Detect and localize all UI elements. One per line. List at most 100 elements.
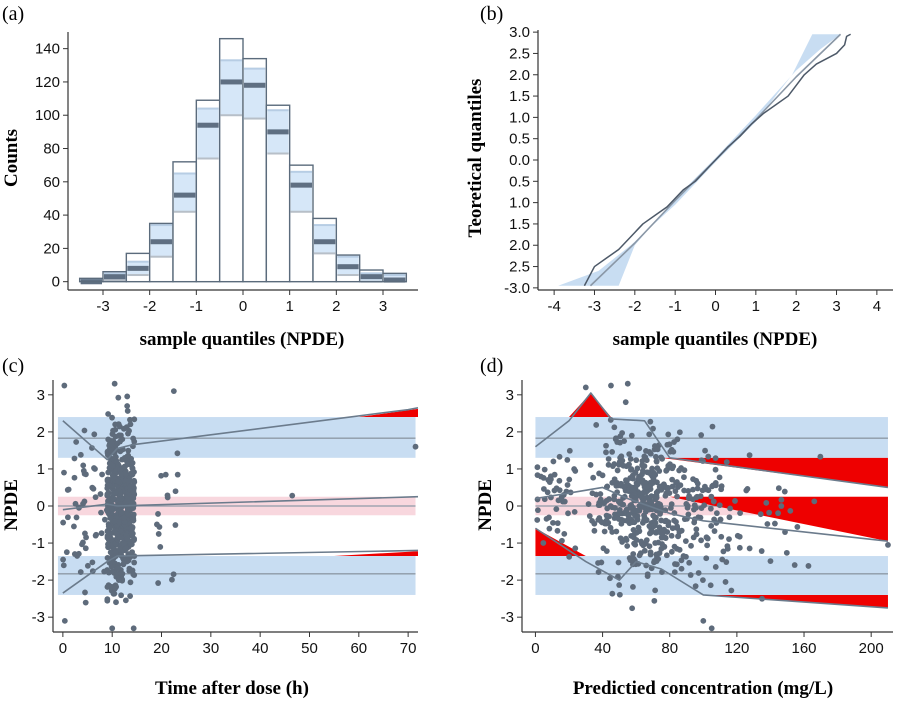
panel-d-x-tick-label: 0 bbox=[531, 640, 539, 657]
data-point bbox=[723, 459, 730, 465]
data-point bbox=[662, 535, 669, 541]
hist-band-top bbox=[174, 172, 196, 175]
data-point bbox=[659, 455, 666, 462]
panel-a-y-tick-label: 40 bbox=[43, 207, 60, 224]
data-point bbox=[613, 435, 619, 442]
panel-c-x-tick-label: 40 bbox=[252, 640, 269, 657]
data-point bbox=[106, 482, 113, 489]
hist-band bbox=[220, 60, 242, 116]
data-point bbox=[164, 494, 171, 501]
data-point bbox=[652, 453, 659, 460]
panel-b-y-tick-label: 1.5 bbox=[509, 216, 530, 233]
panel-a-y-tick-label: 120 bbox=[35, 74, 60, 91]
panel-c-y-tick-label: 0 bbox=[37, 498, 45, 515]
data-point bbox=[582, 384, 589, 391]
data-point bbox=[126, 477, 133, 484]
data-point bbox=[680, 553, 687, 559]
data-point bbox=[603, 512, 610, 519]
data-point bbox=[534, 517, 541, 523]
data-point bbox=[622, 399, 629, 406]
data-point bbox=[122, 463, 128, 470]
data-point bbox=[110, 427, 116, 434]
data-point bbox=[722, 579, 729, 585]
data-point bbox=[128, 541, 135, 548]
data-point bbox=[643, 484, 650, 490]
data-point bbox=[114, 565, 121, 572]
data-point bbox=[129, 494, 136, 500]
data-point bbox=[628, 432, 635, 439]
hist-band-top bbox=[150, 224, 172, 227]
data-point bbox=[763, 499, 770, 506]
data-point bbox=[663, 552, 670, 559]
data-point bbox=[124, 495, 131, 502]
data-point bbox=[109, 568, 115, 575]
data-point bbox=[650, 472, 657, 479]
data-point bbox=[665, 431, 672, 438]
data-point bbox=[79, 541, 85, 548]
data-point bbox=[746, 452, 753, 459]
data-point bbox=[105, 411, 112, 417]
data-point bbox=[636, 502, 643, 509]
data-point bbox=[63, 549, 70, 556]
hist-median-mark bbox=[290, 182, 312, 188]
data-point bbox=[641, 514, 648, 521]
data-point bbox=[82, 589, 88, 596]
panel-a-y-tick-label: 20 bbox=[43, 240, 60, 257]
panel-c-label: (c) bbox=[2, 355, 24, 377]
data-point bbox=[694, 480, 701, 487]
data-point bbox=[705, 453, 712, 460]
panel-a-y-tick-label: 80 bbox=[43, 141, 60, 158]
panel-d-x-tick-label: 40 bbox=[594, 640, 611, 657]
data-point bbox=[703, 534, 710, 541]
data-point bbox=[704, 542, 711, 549]
data-point bbox=[609, 479, 616, 486]
hist-median-mark bbox=[174, 192, 196, 198]
data-point bbox=[678, 465, 684, 471]
data-point bbox=[787, 507, 794, 514]
data-point bbox=[667, 505, 674, 511]
data-point bbox=[77, 451, 84, 458]
data-point bbox=[106, 442, 113, 449]
data-point bbox=[571, 508, 578, 515]
data-point bbox=[736, 544, 743, 551]
data-point bbox=[736, 533, 743, 540]
data-point bbox=[603, 548, 610, 554]
data-point bbox=[707, 582, 714, 589]
panel-a-histogram: (a) -3 -2 -1 0 1 2 3 0 20 40 60 80 100 120 140 sample … bbox=[1, 3, 418, 350]
data-point bbox=[669, 525, 676, 532]
data-point bbox=[616, 459, 623, 465]
panel-b-y-tick-label: 0.5 bbox=[509, 131, 530, 148]
data-point bbox=[107, 515, 114, 522]
data-point bbox=[131, 438, 138, 445]
data-point bbox=[654, 446, 661, 453]
prediction-band-3 bbox=[535, 556, 888, 595]
panel-b-y-tick-label: 1.0 bbox=[509, 109, 530, 126]
data-point bbox=[546, 525, 553, 532]
data-point bbox=[544, 489, 551, 496]
data-point bbox=[633, 457, 640, 464]
percentile-line-2 bbox=[62, 495, 419, 511]
data-point bbox=[103, 507, 110, 514]
panel-d-x-tick-label: 160 bbox=[792, 640, 817, 657]
data-point bbox=[611, 496, 618, 503]
data-point bbox=[620, 462, 627, 469]
panel-d-x-tick-label: 200 bbox=[859, 640, 884, 657]
data-point bbox=[661, 518, 668, 525]
data-point bbox=[71, 455, 78, 462]
data-point bbox=[71, 551, 78, 557]
panel-c-x-tick-label: 30 bbox=[202, 640, 219, 657]
panel-b-y-tick-label: 2.0 bbox=[509, 237, 530, 254]
data-point bbox=[671, 543, 678, 550]
data-point bbox=[702, 447, 708, 454]
percentile-line-1 bbox=[534, 392, 889, 489]
data-point bbox=[617, 482, 624, 489]
panel-a-x-tick-label: 1 bbox=[285, 298, 293, 315]
panel-b-label: (b) bbox=[480, 3, 503, 25]
data-point bbox=[566, 553, 573, 560]
hist-median-mark bbox=[220, 79, 242, 85]
panel-b-qq-plot: (b) -4 -3 -2 -1 0 1 2 3 4 -3.0 2.5 2.0 1.5 1.0 0.5 0.0 0… bbox=[465, 3, 893, 350]
data-point bbox=[674, 493, 680, 500]
data-point bbox=[643, 489, 650, 495]
data-point bbox=[172, 488, 179, 495]
data-point bbox=[671, 569, 678, 576]
